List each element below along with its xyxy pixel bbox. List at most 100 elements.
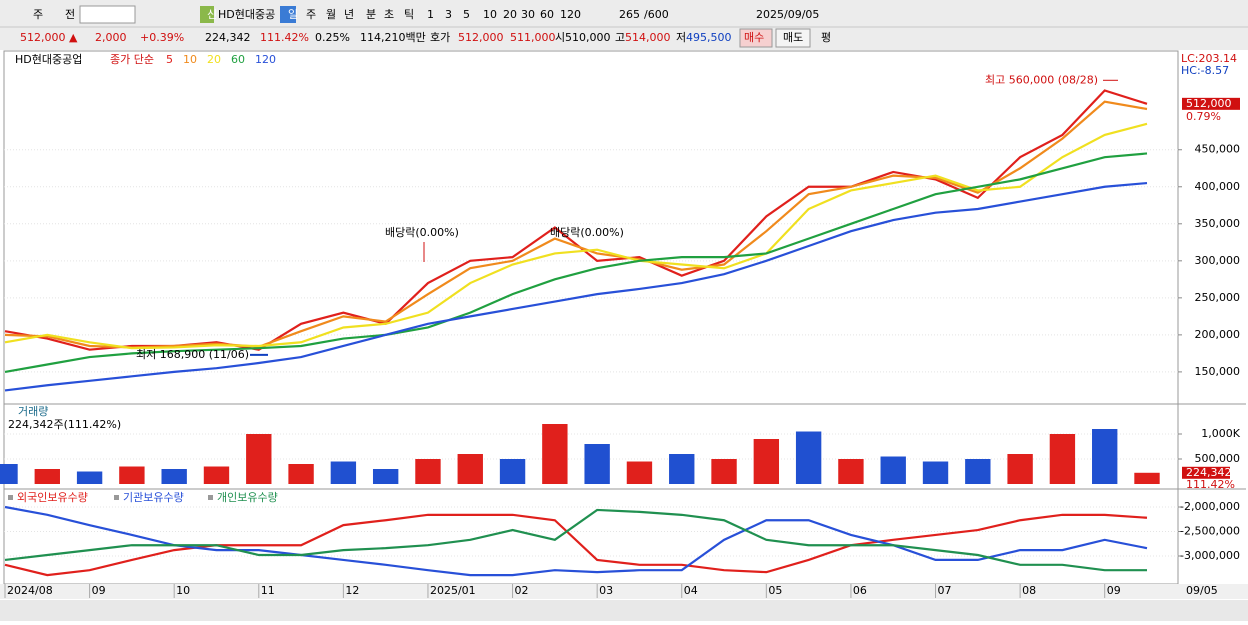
legend-swatch xyxy=(8,495,13,500)
info-item: 고 xyxy=(615,31,625,44)
current-badge xyxy=(1182,466,1230,479)
x-tick-label: 11 xyxy=(261,584,275,597)
sell-button[interactable] xyxy=(775,28,811,48)
info-item[interactable]: 평 xyxy=(821,31,831,44)
legend-item: 외국인보유수량 xyxy=(17,491,88,504)
code-input[interactable] xyxy=(79,5,136,24)
hc-label: HC:-8.57 xyxy=(1181,64,1229,77)
toolbar-item[interactable]: 120 xyxy=(560,8,581,21)
legend-item: 20 xyxy=(207,53,221,66)
info-item[interactable]: 매수 xyxy=(744,31,764,44)
x-tick-label: 05 xyxy=(768,584,782,597)
toolbar-item[interactable]: 전 xyxy=(65,8,75,21)
current-label: 224,342 xyxy=(1186,466,1232,479)
new-badge xyxy=(200,6,214,23)
panel-subtitle: 224,342주(111.42%) xyxy=(8,418,121,431)
volume-bar xyxy=(1134,472,1160,484)
toolbar-item[interactable]: 2025/09/05 xyxy=(756,8,819,21)
legend-item: 5 xyxy=(166,53,173,66)
toolbar-item[interactable]: 329180 xyxy=(83,8,125,21)
y-tick-label: -2,000,000 xyxy=(1180,500,1240,513)
day-tab[interactable] xyxy=(280,6,296,23)
x-tick-label: 2025/01 xyxy=(430,584,476,597)
series-line xyxy=(4,505,1148,577)
info-item: 512,000 ▲ xyxy=(20,31,78,44)
x-tick-label: 09 xyxy=(1107,584,1121,597)
toolbar-item[interactable]: 틱 xyxy=(404,8,414,21)
legend-swatch xyxy=(114,495,119,500)
panel-title: HD현대중공업 xyxy=(15,53,82,66)
annotation: 배당락(0.00%) xyxy=(550,226,624,239)
toolbar-item[interactable]: 20 xyxy=(503,8,517,21)
volume-bar xyxy=(457,454,483,484)
volume-bar xyxy=(246,434,272,484)
series-line xyxy=(4,181,1148,392)
end-date: 09/05 xyxy=(1186,584,1218,597)
buy-button[interactable] xyxy=(739,28,773,48)
toolbar-item[interactable]: 5 xyxy=(463,8,470,21)
y-tick-label: 1,000K xyxy=(1201,427,1240,440)
volume-bar xyxy=(34,469,60,484)
y-tick-label: 150,000 xyxy=(1195,365,1241,378)
x-tick-label: 08 xyxy=(1022,584,1036,597)
volume-bar xyxy=(626,461,653,484)
legend-item: 개인보유수량 xyxy=(217,491,278,504)
toolbar-item[interactable]: HD현대중공 xyxy=(218,8,275,21)
volume-bar xyxy=(1007,454,1033,484)
info-item: 114,210백만 xyxy=(360,31,426,44)
volume-bar xyxy=(119,466,145,484)
volume-bar xyxy=(330,461,357,484)
lc-label: LC:203.14 xyxy=(1181,52,1237,65)
toolbar-item[interactable]: 10 xyxy=(483,8,497,21)
info-item: 2,000 xyxy=(95,31,127,44)
info-item: 저 xyxy=(676,31,686,44)
volume-bar xyxy=(542,424,568,484)
y-tick-label: 350,000 xyxy=(1195,217,1241,230)
volume-bar xyxy=(161,469,187,484)
series-line xyxy=(4,508,1147,572)
info-item[interactable]: 매도 xyxy=(783,31,803,44)
toolbar-item[interactable]: 3 xyxy=(445,8,452,21)
x-tick-label: 04 xyxy=(684,584,698,597)
info-item: 511,000 xyxy=(510,31,556,44)
info-item: 시 xyxy=(555,31,565,44)
toolbar-item[interactable]: 일 xyxy=(288,7,298,21)
toolbar-item[interactable]: 1 xyxy=(427,8,434,21)
change-label: 0.79% xyxy=(1186,110,1221,123)
toolbar-item[interactable]: 60 xyxy=(540,8,554,21)
info-item: 224,342 xyxy=(205,31,251,44)
volume-bar xyxy=(372,469,399,484)
annotation: 배당락(0.00%) xyxy=(385,226,459,239)
volume-bar xyxy=(753,439,780,484)
scrollbar[interactable] xyxy=(0,600,1248,621)
info-item: +0.39% xyxy=(140,31,184,44)
info-item: 0.25% xyxy=(315,31,350,44)
y-tick-label: -3,000,000 xyxy=(1180,549,1240,562)
x-tick-label: 07 xyxy=(938,584,952,597)
info-item: 514,000 xyxy=(625,31,671,44)
volume-bar xyxy=(669,454,695,484)
toolbar-item[interactable]: 월 xyxy=(326,8,336,21)
volume-bar xyxy=(711,459,737,484)
y-tick-label: 500,000 xyxy=(1195,452,1241,465)
toolbar-item[interactable]: /600 xyxy=(644,8,669,21)
volume-bar xyxy=(584,444,610,484)
toolbar-item[interactable]: 주 xyxy=(33,8,43,21)
y-tick-label: 400,000 xyxy=(1195,180,1241,193)
volume-bar xyxy=(1092,429,1118,484)
toolbar-item[interactable]: 신 xyxy=(207,8,217,21)
legend-swatch xyxy=(208,495,213,500)
toolbar-item[interactable]: 초 xyxy=(384,8,394,21)
legend-item: 60 xyxy=(231,53,245,66)
toolbar-item[interactable]: 년 xyxy=(344,8,354,21)
series-line xyxy=(4,122,1148,350)
toolbar-item[interactable]: 265 xyxy=(619,8,640,21)
volume-bar xyxy=(499,459,526,484)
x-tick-label: 2024/08 xyxy=(7,584,53,597)
toolbar-item[interactable]: 주 xyxy=(306,8,316,21)
volume-bar xyxy=(1049,434,1076,484)
toolbar-item[interactable]: 30 xyxy=(521,8,535,21)
toolbar-item[interactable]: 분 xyxy=(366,8,376,21)
plot-frame xyxy=(3,50,1179,585)
